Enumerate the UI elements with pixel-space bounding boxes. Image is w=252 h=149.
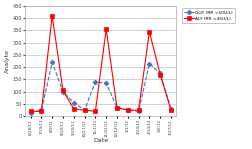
Y-axis label: Analyte: Analyte — [5, 49, 10, 73]
ALT (RR <45U/L) — [148, 31, 151, 33]
GGT (RR <50U/L) — [115, 107, 118, 108]
GGT (RR <50U/L) — [159, 72, 162, 74]
GGT (RR <50U/L) — [94, 81, 97, 83]
GGT (RR <50U/L) — [51, 61, 54, 63]
ALT (RR <45U/L) — [137, 109, 140, 111]
ALT (RR <45U/L) — [170, 109, 173, 111]
ALT (RR <45U/L) — [51, 15, 54, 17]
Line: GGT (RR <50U/L): GGT (RR <50U/L) — [29, 61, 173, 114]
GGT (RR <50U/L) — [148, 63, 151, 64]
ALT (RR <45U/L) — [126, 109, 129, 111]
Line: ALT (RR <45U/L): ALT (RR <45U/L) — [29, 14, 173, 113]
ALT (RR <45U/L) — [105, 28, 108, 30]
X-axis label: Date: Date — [93, 138, 108, 143]
GGT (RR <50U/L) — [29, 112, 32, 113]
GGT (RR <50U/L) — [72, 102, 75, 104]
ALT (RR <45U/L) — [94, 110, 97, 112]
ALT (RR <45U/L) — [40, 110, 43, 112]
GGT (RR <50U/L) — [170, 108, 173, 110]
GGT (RR <50U/L) — [105, 82, 108, 84]
GGT (RR <50U/L) — [83, 109, 86, 111]
ALT (RR <45U/L) — [159, 74, 162, 75]
GGT (RR <50U/L) — [61, 91, 65, 93]
ALT (RR <45U/L) — [72, 108, 75, 110]
ALT (RR <45U/L) — [83, 109, 86, 111]
ALT (RR <45U/L) — [115, 107, 118, 108]
GGT (RR <50U/L) — [126, 109, 129, 111]
ALT (RR <45U/L) — [29, 110, 32, 112]
GGT (RR <50U/L) — [40, 109, 43, 111]
Legend: GGT (RR <50U/L), ALT (RR <45U/L): GGT (RR <50U/L), ALT (RR <45U/L) — [182, 8, 235, 23]
GGT (RR <50U/L) — [137, 110, 140, 112]
ALT (RR <45U/L) — [61, 90, 65, 91]
